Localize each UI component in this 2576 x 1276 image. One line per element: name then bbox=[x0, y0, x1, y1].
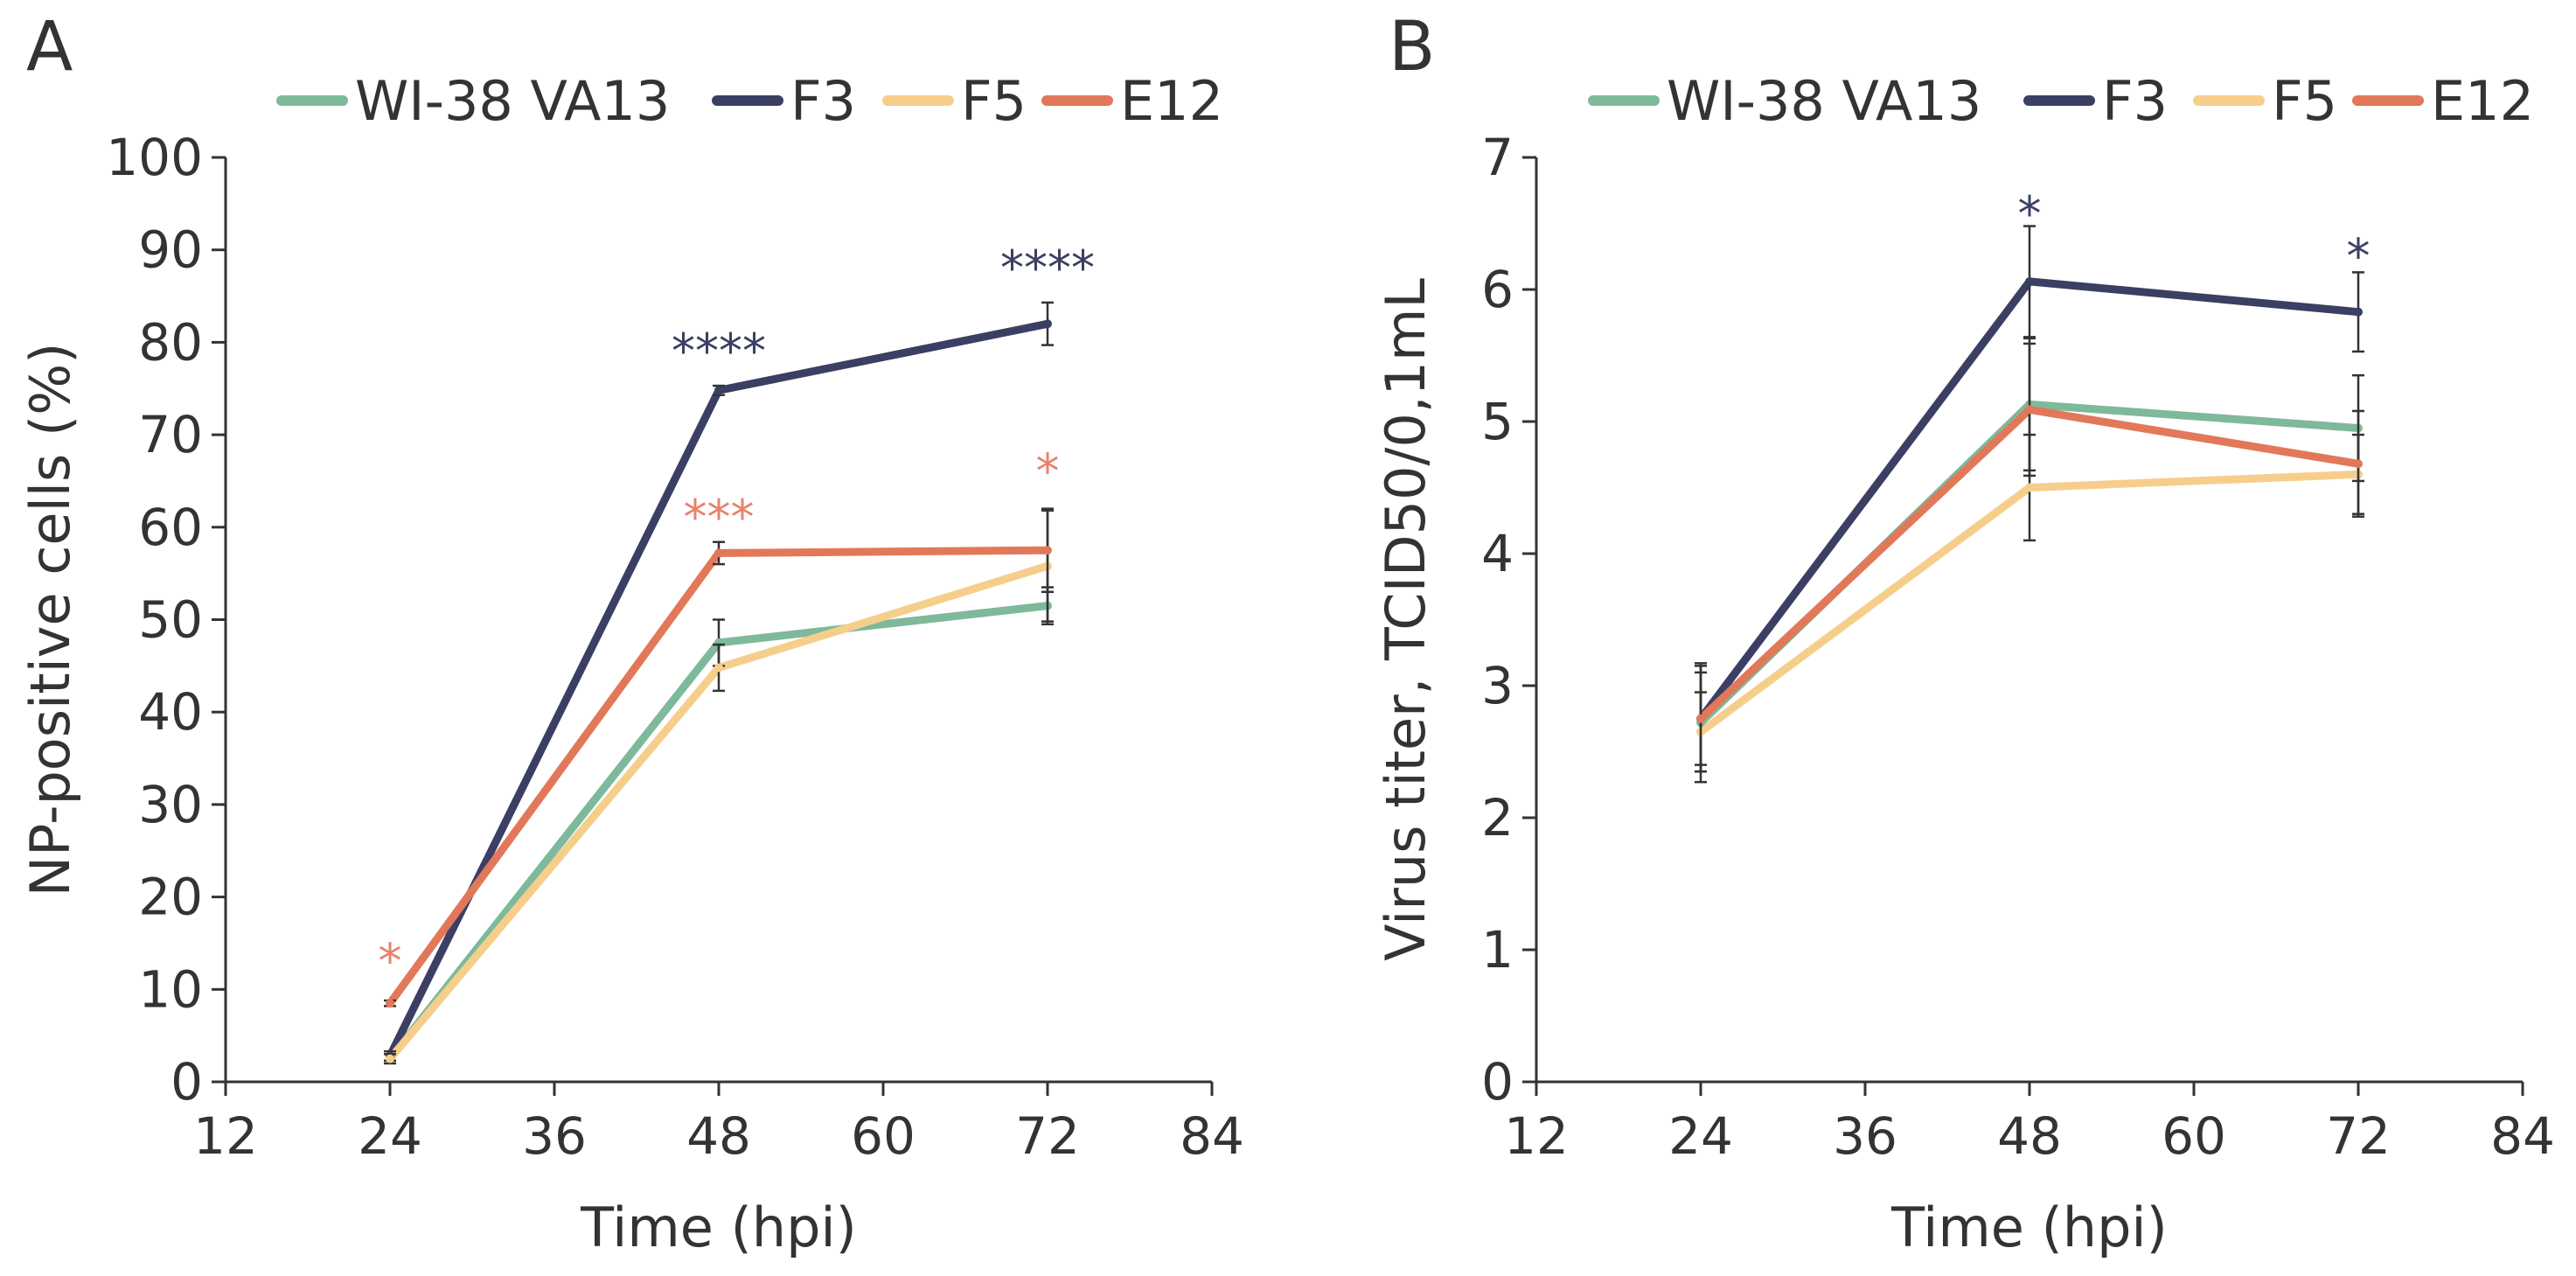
y-tick-label: 3 bbox=[1481, 656, 1514, 715]
y-tick-label: 50 bbox=[138, 590, 203, 650]
y-tick-label: 5 bbox=[1481, 392, 1514, 451]
legend-label-wi-38-va13: WI-38 VA13 bbox=[1667, 69, 1981, 133]
y-tick-label: 90 bbox=[138, 220, 203, 280]
x-tick-label: 72 bbox=[2326, 1106, 2391, 1166]
legend-label-wi-38-va13: WI-38 VA13 bbox=[355, 69, 670, 133]
y-tick-label: 100 bbox=[106, 128, 203, 187]
x-tick-label: 12 bbox=[193, 1106, 258, 1166]
data-point-f3 bbox=[714, 386, 723, 395]
data-point-e12 bbox=[2354, 459, 2363, 469]
x-tick-label: 84 bbox=[2490, 1106, 2555, 1166]
x-tick-label: 36 bbox=[1833, 1106, 1897, 1166]
x-tick-label: 60 bbox=[851, 1106, 916, 1166]
x-tick-label: 48 bbox=[686, 1106, 751, 1166]
significance-marker: *** bbox=[684, 490, 755, 545]
legend-label-e12: E12 bbox=[2431, 69, 2534, 133]
panel-letter: B bbox=[1389, 8, 1436, 87]
y-axis-label: NP-positive cells (%) bbox=[18, 343, 82, 897]
significance-marker: * bbox=[2347, 228, 2371, 283]
significance-marker: **** bbox=[672, 324, 766, 379]
x-tick-label: 72 bbox=[1015, 1106, 1080, 1166]
legend-label-f3: F3 bbox=[790, 69, 856, 133]
y-tick-label: 2 bbox=[1481, 788, 1514, 847]
y-tick-label: 0 bbox=[1481, 1052, 1514, 1112]
x-axis-label: Time (hpi) bbox=[580, 1196, 857, 1259]
x-tick-label: 12 bbox=[1504, 1106, 1569, 1166]
data-point-f3 bbox=[1043, 319, 1052, 329]
x-tick-label: 48 bbox=[1997, 1106, 2062, 1166]
y-tick-label: 10 bbox=[138, 959, 203, 1019]
y-tick-label: 40 bbox=[138, 682, 203, 742]
data-point-f5 bbox=[386, 1054, 394, 1063]
y-axis-label: Virus titer, TCID50/0,1mL bbox=[1374, 278, 1438, 961]
y-tick-label: 4 bbox=[1481, 524, 1514, 583]
y-tick-label: 0 bbox=[171, 1052, 203, 1112]
data-point-e12 bbox=[1043, 546, 1052, 555]
y-tick-label: 1 bbox=[1481, 920, 1514, 980]
data-point-f5 bbox=[2025, 483, 2034, 492]
x-axis-label: Time (hpi) bbox=[1890, 1196, 2168, 1259]
data-point-e12 bbox=[2025, 405, 2034, 415]
legend-label-f3: F3 bbox=[2102, 69, 2168, 133]
y-tick-label: 30 bbox=[138, 775, 203, 834]
y-tick-label: 6 bbox=[1481, 260, 1514, 319]
y-tick-label: 60 bbox=[138, 498, 203, 557]
significance-marker: **** bbox=[1000, 241, 1095, 296]
y-tick-label: 80 bbox=[138, 312, 203, 372]
y-tick-label: 70 bbox=[138, 405, 203, 464]
significance-marker: * bbox=[1036, 443, 1060, 499]
significance-marker: * bbox=[379, 934, 402, 989]
data-point-f3 bbox=[2354, 307, 2363, 317]
panel-a: A 0 10 20 30 40 50 60 70 80 90 100 12 24 36 48 60 72 84 Tim… bbox=[18, 8, 1244, 1259]
data-point-e12 bbox=[714, 548, 723, 558]
x-tick-label: 84 bbox=[1180, 1106, 1244, 1166]
legend-label-f5: F5 bbox=[961, 69, 1027, 133]
y-tick-label: 7 bbox=[1481, 128, 1514, 187]
data-point-e12 bbox=[1696, 714, 1705, 723]
legend-label-e12: E12 bbox=[1120, 69, 1223, 133]
x-tick-label: 60 bbox=[2162, 1106, 2226, 1166]
significance-marker: * bbox=[2018, 186, 2042, 241]
panel-letter: A bbox=[26, 8, 73, 87]
x-tick-label: 24 bbox=[1668, 1106, 1733, 1166]
x-tick-label: 36 bbox=[522, 1106, 587, 1166]
y-tick-label: 20 bbox=[138, 868, 203, 927]
x-tick-label: 24 bbox=[358, 1106, 422, 1166]
data-point-f3 bbox=[2025, 276, 2034, 286]
legend-label-f5: F5 bbox=[2272, 69, 2337, 133]
data-point-f5 bbox=[714, 663, 723, 673]
data-point-e12 bbox=[386, 999, 394, 1008]
